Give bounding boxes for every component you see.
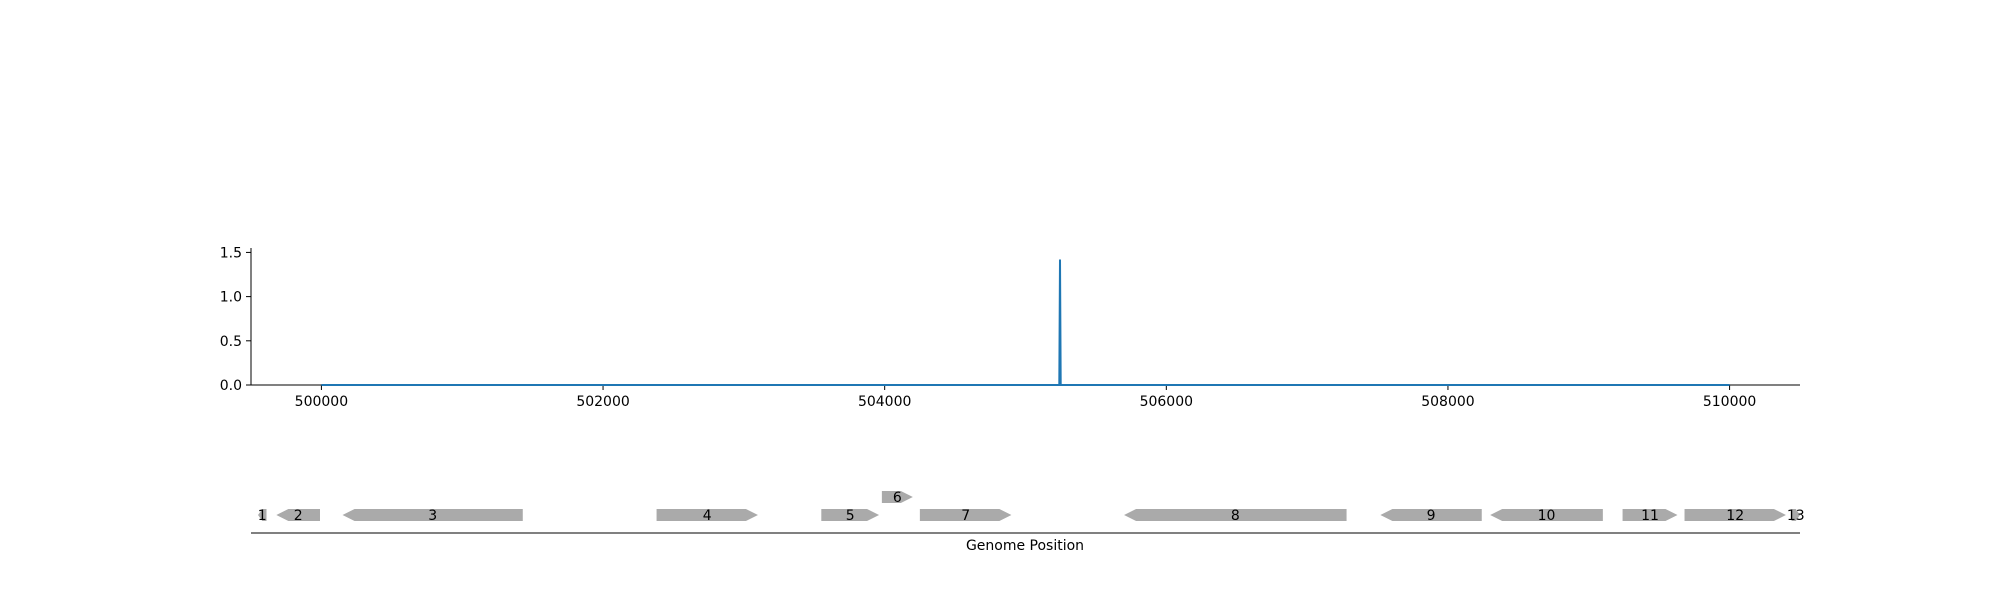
x-tick-label: 506000 bbox=[1140, 394, 1193, 410]
x-tick-label: 502000 bbox=[576, 394, 629, 410]
gene-arrow bbox=[1124, 509, 1347, 521]
x-axis-label: Genome Position bbox=[966, 538, 1084, 554]
x-tick-label: 510000 bbox=[1703, 394, 1756, 410]
gene-arrow bbox=[258, 509, 267, 521]
gene-arrow bbox=[919, 509, 1012, 521]
signal-plot: 0.0 0.5 1.0 1.5 500000 502000 504000 506000 508… bbox=[220, 245, 1800, 410]
gene-label: 9 bbox=[1427, 508, 1436, 524]
gene-label: 2 bbox=[294, 508, 303, 524]
gene-label: 1 bbox=[258, 508, 267, 524]
gene-arrow bbox=[276, 509, 321, 521]
y-tick-label: 1.5 bbox=[220, 245, 242, 261]
gene-arrow bbox=[1684, 509, 1786, 521]
gene-label: 3 bbox=[428, 508, 437, 524]
genes-layer: 1 2 3 4 567 8 9 10 11 12 13 bbox=[258, 490, 1805, 524]
gene-label: 7 bbox=[961, 508, 970, 524]
gene-arrow bbox=[342, 509, 523, 521]
gene-track: 1 2 3 4 567 8 9 10 11 12 13 Genome Position bbox=[251, 490, 1805, 554]
gene-label: 8 bbox=[1231, 508, 1240, 524]
y-tick-label: 0.0 bbox=[220, 378, 242, 394]
gene-label: 12 bbox=[1726, 508, 1744, 524]
y-ticks: 0.0 0.5 1.0 1.5 bbox=[220, 245, 251, 394]
x-ticks: 500000 502000 504000 506000 508000 510000 bbox=[295, 385, 1756, 410]
y-tick-label: 1.0 bbox=[220, 290, 242, 306]
gene-arrow bbox=[821, 509, 880, 521]
gene-label: 13 bbox=[1787, 508, 1805, 524]
x-tick-label: 504000 bbox=[858, 394, 911, 410]
series-line bbox=[321, 259, 1730, 386]
gene-label: 5 bbox=[846, 508, 855, 524]
gene-label: 11 bbox=[1641, 508, 1659, 524]
gene-label: 4 bbox=[703, 508, 712, 524]
gene-label: 10 bbox=[1538, 508, 1556, 524]
y-tick-label: 0.5 bbox=[220, 334, 242, 350]
gene-arrow bbox=[1380, 509, 1482, 521]
gene-label: 6 bbox=[893, 490, 902, 506]
gene-arrow bbox=[656, 509, 758, 521]
gene-arrow bbox=[1791, 509, 1800, 521]
x-tick-label: 508000 bbox=[1421, 394, 1474, 410]
gene-arrow bbox=[881, 491, 913, 503]
gene-arrow bbox=[1622, 509, 1678, 521]
x-tick-label: 500000 bbox=[295, 394, 348, 410]
gene-arrow bbox=[1490, 509, 1603, 521]
series-layer bbox=[321, 259, 1730, 386]
